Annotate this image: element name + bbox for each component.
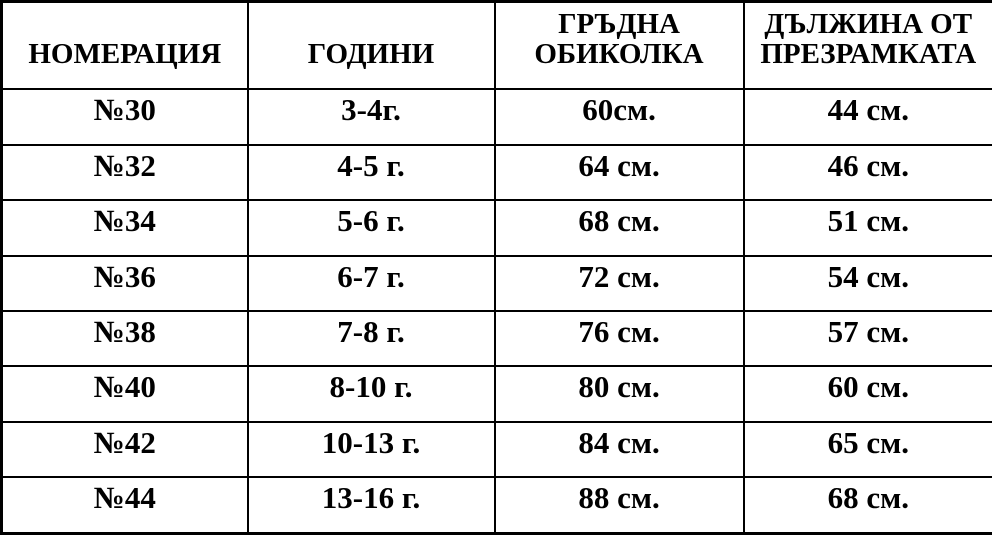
column-header-years: ГОДИНИ: [246, 0, 496, 91]
cell-age-years: 13-16 г.: [246, 476, 496, 535]
cell-size-number: №42: [0, 420, 249, 479]
cell-chest-circumference: 88 см.: [493, 476, 745, 535]
cell-age-years: 3-4г.: [246, 88, 496, 146]
table-row: №44 13-16 г. 88 см. 68 см.: [0, 476, 992, 535]
table-row: №40 8-10 г. 80 см. 60 см.: [0, 365, 992, 423]
cell-size-number: №36: [0, 254, 249, 313]
cell-strap-length: 46 см.: [742, 143, 992, 202]
cell-age-years: 10-13 г.: [246, 420, 496, 479]
cell-strap-length: 57 см.: [742, 309, 992, 368]
cell-size-number: №38: [0, 309, 249, 368]
cell-chest-circumference: 76 см.: [493, 309, 745, 368]
table-row: №38 7-8 г. 76 см. 57 см.: [0, 309, 992, 368]
cell-strap-length: 54 см.: [742, 254, 992, 313]
cell-size-number: №34: [0, 199, 249, 257]
cell-age-years: 6-7 г.: [246, 254, 496, 313]
table-row: №42 10-13 г. 84 см. 65 см.: [0, 420, 992, 479]
cell-size-number: №30: [0, 88, 249, 146]
column-header-numeration: НОМЕРАЦИЯ: [0, 0, 249, 91]
table-row: №32 4-5 г. 64 см. 46 см.: [0, 143, 992, 202]
cell-chest-circumference: 68 см.: [493, 199, 745, 257]
table-row: №36 6-7 г. 72 см. 54 см.: [0, 254, 992, 313]
column-header-chest-circumference: ГРЪДНА ОБИКОЛКА: [493, 0, 745, 91]
cell-age-years: 7-8 г.: [246, 309, 496, 368]
cell-size-number: №32: [0, 143, 249, 202]
cell-strap-length: 44 см.: [742, 88, 992, 146]
table-row: №34 5-6 г. 68 см. 51 см.: [0, 199, 992, 257]
cell-age-years: 8-10 г.: [246, 365, 496, 423]
cell-size-number: №40: [0, 365, 249, 423]
cell-strap-length: 68 см.: [742, 476, 992, 535]
cell-chest-circumference: 72 см.: [493, 254, 745, 313]
table-row: №30 3-4г. 60см. 44 см.: [0, 88, 992, 146]
cell-strap-length: 51 см.: [742, 199, 992, 257]
cell-size-number: №44: [0, 476, 249, 535]
header-row: НОМЕРАЦИЯ ГОДИНИ ГРЪДНА ОБИКОЛКА ДЪЛЖИНА…: [0, 0, 992, 91]
cell-chest-circumference: 84 см.: [493, 420, 745, 479]
column-header-strap-length: ДЪЛЖИНА ОТ ПРЕЗРАМКАТА: [742, 0, 992, 91]
cell-age-years: 4-5 г.: [246, 143, 496, 202]
cell-strap-length: 60 см.: [742, 365, 992, 423]
cell-age-years: 5-6 г.: [246, 199, 496, 257]
cell-strap-length: 65 см.: [742, 420, 992, 479]
cell-chest-circumference: 60см.: [493, 88, 745, 146]
cell-chest-circumference: 64 см.: [493, 143, 745, 202]
cell-chest-circumference: 80 см.: [493, 365, 745, 423]
